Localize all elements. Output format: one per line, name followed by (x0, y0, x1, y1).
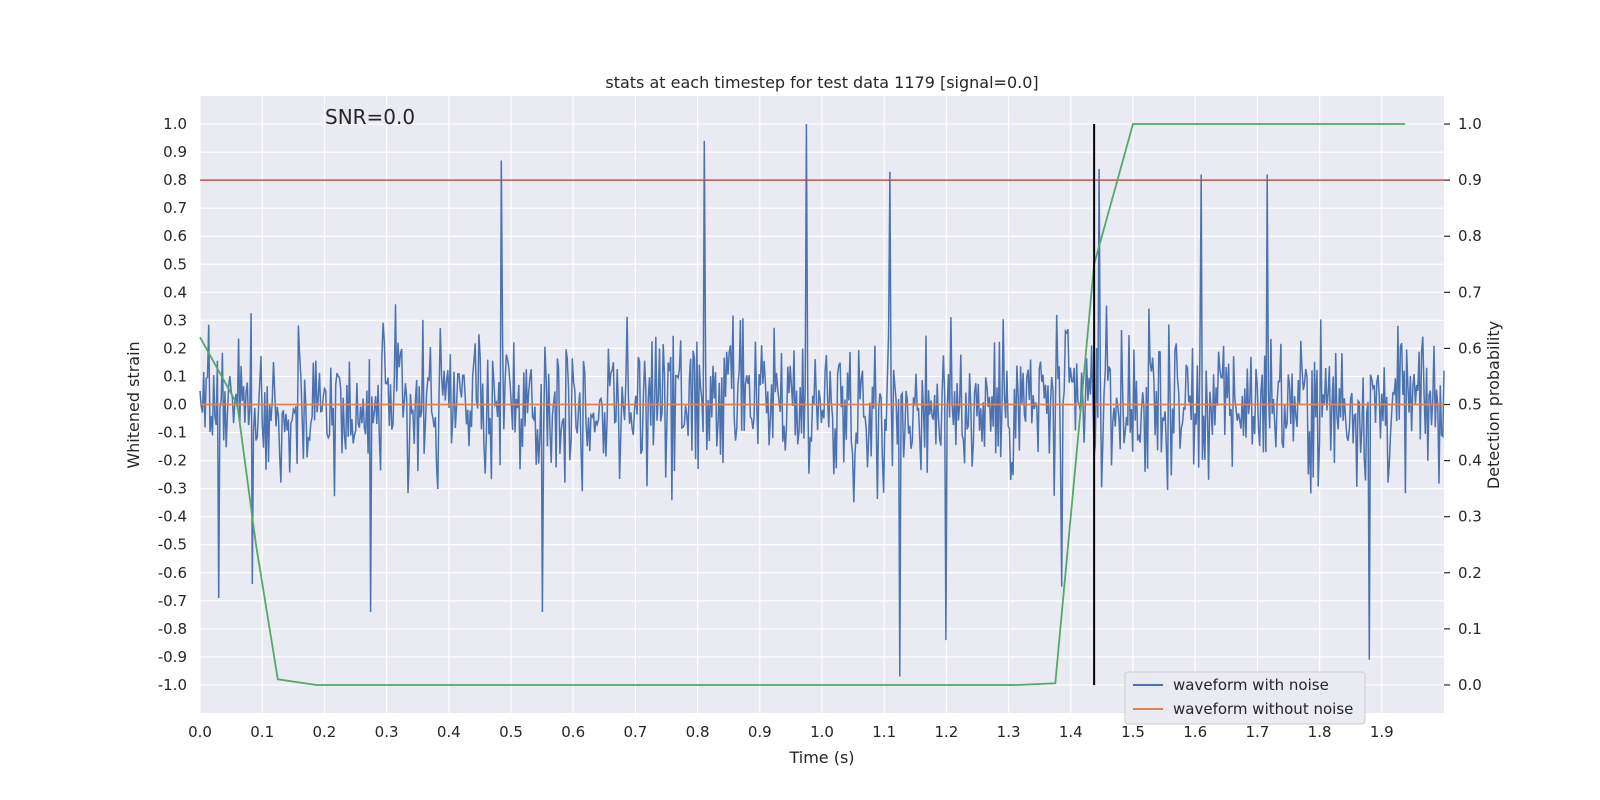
x-tick-label: 1.9 (1370, 723, 1394, 741)
series-detection-probability (199, 123, 1406, 686)
y-tick-label: -0.2 (158, 452, 187, 470)
x-tick-label: 1.3 (997, 723, 1021, 741)
y2-tick-label: 0.3 (1458, 508, 1482, 526)
y-tick-label: 0.5 (163, 255, 187, 273)
series-layer (199, 123, 1445, 686)
x-tick-label: 1.1 (872, 723, 896, 741)
y-tick-label: 0.2 (163, 339, 187, 357)
y-tick-label: -0.7 (158, 592, 187, 610)
y-tick-label: 0.1 (163, 367, 187, 385)
x-tick-label: 0.3 (375, 723, 399, 741)
y-tick-label: 0.8 (163, 171, 187, 189)
y2-tick-label: 0.8 (1458, 227, 1482, 245)
y-tick-label: 0.4 (163, 283, 187, 301)
y-tick-label: -0.4 (158, 508, 187, 526)
y-axis-label: Whitened strain (124, 341, 143, 468)
y-tick-label: -0.9 (158, 648, 187, 666)
y2-tick-label: 0.6 (1458, 339, 1482, 357)
y-tick-label: -1.0 (158, 676, 187, 694)
x-tick-label: 0.8 (686, 723, 710, 741)
y-tick-label: -0.1 (158, 424, 187, 442)
y-tick-labels: 1.0 0.9 0.8 0.7 0.6 0.5 0.4 0.3 0.2 0.1 0.0 -0.1 -0.… (158, 115, 187, 694)
chart-title: stats at each timestep for test data 117… (605, 73, 1038, 92)
y2-tick-label: 0.1 (1458, 620, 1482, 638)
legend: waveform with noise waveform without noi… (1124, 671, 1366, 725)
legend-box (1124, 671, 1366, 725)
y-tick-label: -0.6 (158, 564, 187, 582)
x-tick-labels: 0.0 0.1 0.2 0.3 0.4 0.5 0.6 0.7 0.8 0.9 1.0 1.1 1.2 1… (188, 723, 1394, 741)
y-tick-label: 0.6 (163, 227, 187, 245)
y-tick-label: 0.3 (163, 311, 187, 329)
x-tick-label: 0.9 (748, 723, 772, 741)
y2-tick-label: 0.7 (1458, 283, 1482, 301)
y2-tick-label: 0.5 (1458, 396, 1482, 414)
x-tick-label: 0.7 (623, 723, 647, 741)
x-tick-label: 1.6 (1183, 723, 1207, 741)
legend-label-noise: waveform with noise (1173, 676, 1329, 694)
series-waveform-with-noise (199, 123, 1445, 677)
y-tick-label: 0.0 (163, 396, 187, 414)
y-tick-label: -0.5 (158, 536, 187, 554)
snr-annotation: SNR=0.0 (325, 105, 415, 129)
y-tick-label: 0.9 (163, 143, 187, 161)
x-tick-label: 1.5 (1121, 723, 1145, 741)
x-tick-label: 1.7 (1245, 723, 1269, 741)
x-tick-label: 0.0 (188, 723, 212, 741)
y2-tick-label: 0.4 (1458, 452, 1482, 470)
x-axis-label: Time (s) (788, 748, 854, 767)
y2-tick-label: 1.0 (1458, 115, 1482, 133)
y2-tick-label: 0.2 (1458, 564, 1482, 582)
y-tick-label: 0.7 (163, 199, 187, 217)
x-tick-label: 0.4 (437, 723, 461, 741)
x-tick-label: 1.0 (810, 723, 834, 741)
x-tick-label: 1.8 (1308, 723, 1332, 741)
y2-tick-label: 0.9 (1458, 171, 1482, 189)
y2-tick-label: 0.0 (1458, 676, 1482, 694)
y-tick-label: -0.8 (158, 620, 187, 638)
x-tick-label: 0.5 (499, 723, 523, 741)
y2-axis-label: Detection probability (1484, 321, 1503, 489)
legend-label-clean: waveform without noise (1173, 700, 1353, 718)
x-tick-label: 1.2 (934, 723, 958, 741)
x-tick-label: 0.2 (312, 723, 336, 741)
y-tick-label: 1.0 (163, 115, 187, 133)
x-tick-label: 0.6 (561, 723, 585, 741)
y-tick-label: -0.3 (158, 480, 187, 498)
y2-tick-labels: 1.0 0.9 0.8 0.7 0.6 0.5 0.4 0.3 0.2 0.1 0.0 (1444, 115, 1482, 694)
x-tick-label: 0.1 (250, 723, 274, 741)
x-tick-label: 1.4 (1059, 723, 1083, 741)
